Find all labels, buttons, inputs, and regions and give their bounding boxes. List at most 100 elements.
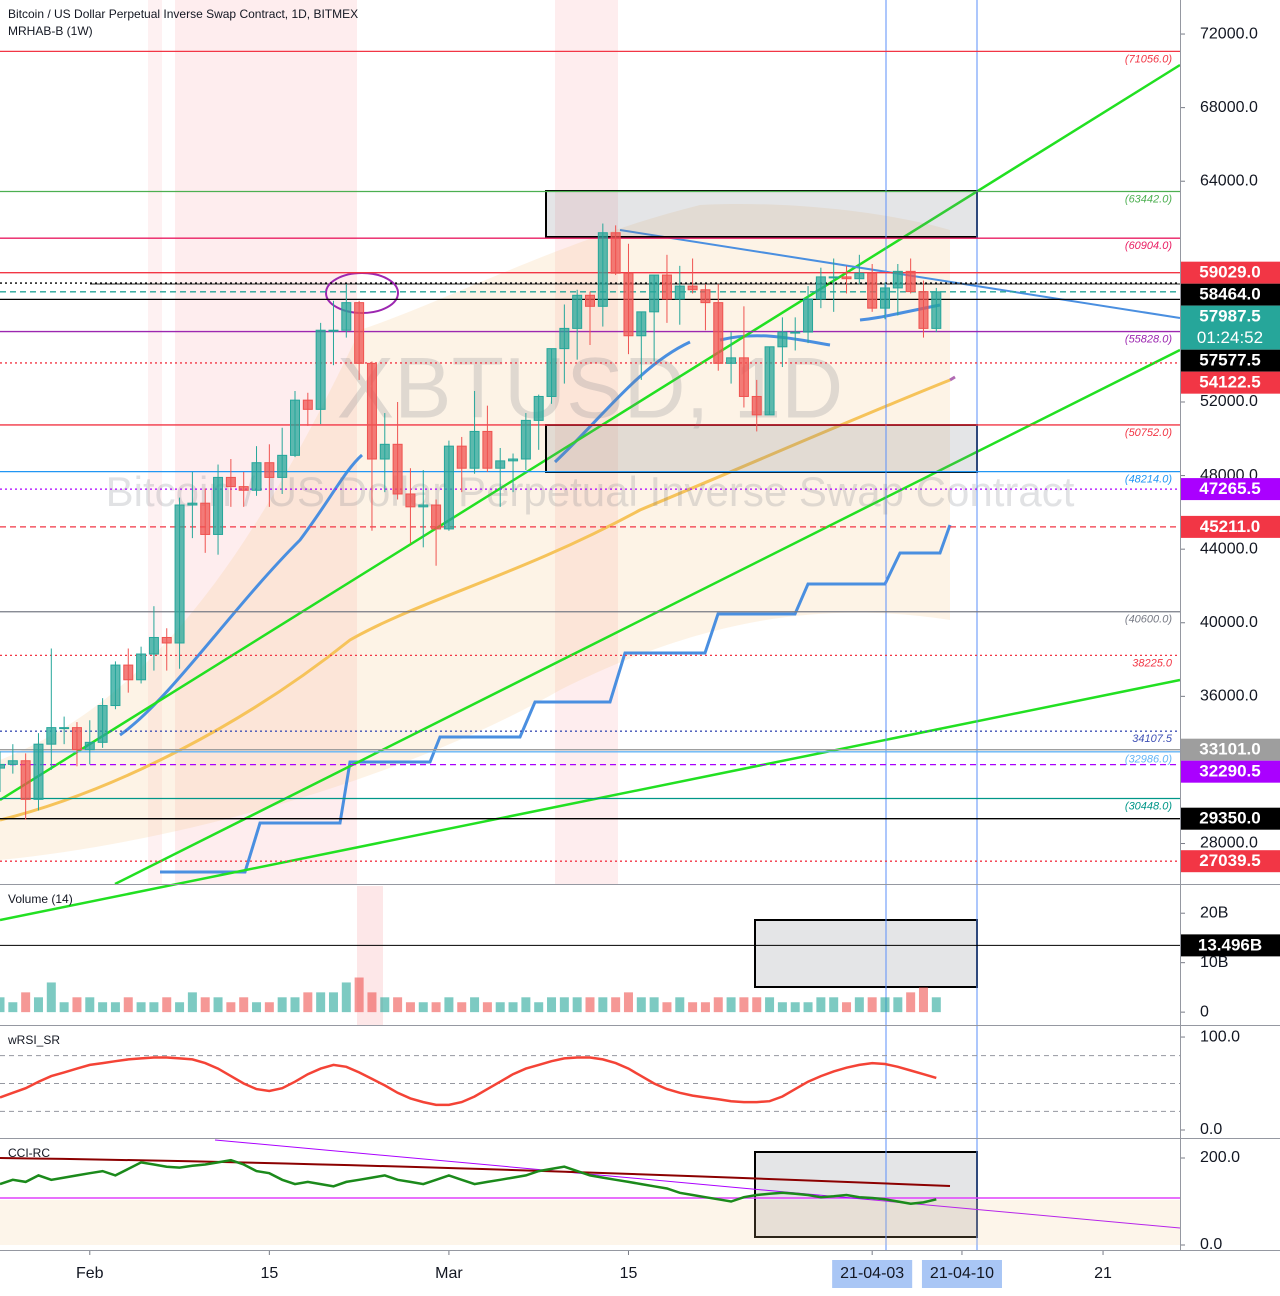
candle-body: [726, 357, 737, 364]
candle-body: [213, 476, 224, 535]
candle-body: [174, 504, 185, 644]
candle-body: [341, 302, 352, 331]
volume-bar: [700, 1002, 710, 1013]
price-tag: [1180, 738, 1280, 761]
candle-body: [700, 289, 711, 304]
candle-body: [302, 399, 313, 410]
volume-bar: [175, 1002, 185, 1013]
volume-bar: [521, 997, 531, 1013]
x-tick-label: 21-04-10: [930, 1265, 994, 1282]
candle-body: [751, 395, 762, 416]
volume-bar: [59, 1002, 69, 1013]
candle-body: [418, 504, 429, 508]
drawings: [0, 0, 1181, 1250]
volume-bar: [187, 992, 197, 1013]
candle-body: [315, 329, 326, 410]
candle-body: [649, 274, 660, 313]
candle-body: [674, 285, 685, 300]
volume-bar: [226, 1002, 236, 1013]
volume-bar: [8, 1002, 18, 1013]
volume-bar: [649, 997, 659, 1013]
volume-bar: [623, 992, 633, 1013]
y-tick-label: 44000.0: [1200, 540, 1258, 557]
x-tick-highlight: [832, 1260, 913, 1288]
price-tag-label: 27039.5: [1199, 851, 1260, 870]
level-label: 34107.5: [1132, 733, 1173, 745]
price-tag: [1180, 283, 1280, 306]
volume-bar: [393, 997, 403, 1013]
y-tick-label: 20B: [1200, 904, 1228, 921]
y-tick-label: 0.0: [1200, 1121, 1222, 1138]
y-tick-label: 0.0: [1200, 1236, 1222, 1253]
candle-body: [456, 445, 467, 469]
price-tag: [1180, 934, 1280, 957]
candle-body: [392, 443, 403, 495]
candle-body: [854, 272, 865, 280]
volume-bar: [816, 997, 826, 1013]
volume-bar: [739, 997, 749, 1013]
zone-box: [545, 190, 978, 238]
y-tick-label: 36000.0: [1200, 688, 1258, 705]
volume-bar: [136, 1002, 146, 1013]
candle-body: [623, 272, 634, 337]
candle-body: [110, 664, 121, 707]
level-label: (50752.0): [1125, 427, 1172, 439]
volume-bar: [367, 992, 377, 1013]
candle-body: [661, 274, 672, 300]
candle-body: [559, 327, 570, 350]
volume-bar: [906, 992, 916, 1013]
cci-band: [0, 1200, 1180, 1245]
candle-body: [610, 232, 621, 274]
signal-band: [148, 0, 162, 884]
indicator-line: [0, 1056, 937, 1107]
candle-body: [225, 476, 236, 488]
price-tag-label: 32290.5: [1199, 762, 1260, 781]
volume-bar: [277, 997, 287, 1013]
candle-body: [636, 311, 647, 337]
indicator-name: MRHAB-B (1W): [8, 24, 93, 38]
volume-bar: [752, 997, 762, 1013]
level-label: (71056.0): [1125, 53, 1172, 65]
x-tick-highlight: [921, 1260, 1002, 1288]
y-tick-label: 40000.0: [1200, 614, 1258, 631]
level-label: (55828.0): [1125, 333, 1172, 345]
volume-bar: [431, 1002, 441, 1013]
candle-body: [7, 760, 18, 765]
volume-bar: [598, 997, 608, 1013]
volume-bar: [713, 997, 723, 1013]
candle-body: [867, 272, 878, 309]
trend-average: [119, 303, 941, 737]
volume-bar: [547, 997, 557, 1013]
candle-body: [238, 486, 249, 491]
candle-body: [918, 291, 929, 329]
moving-average: [949, 375, 956, 382]
candle-body: [803, 298, 814, 333]
volume-bar: [264, 1002, 274, 1013]
candle-body: [136, 653, 147, 681]
candle-body: [187, 502, 198, 506]
volume-bar: [893, 997, 903, 1013]
trend-line: [0, 678, 1181, 922]
candle-body: [161, 636, 172, 644]
volume-bar: [918, 987, 928, 1013]
x-tick-label: 15: [260, 1265, 278, 1282]
slow-line: [0, 1157, 951, 1187]
volume-bar: [72, 997, 82, 1013]
price-tag-label: 54122.5: [1199, 373, 1260, 392]
volume-bar: [726, 997, 736, 1013]
candle-body: [123, 664, 134, 681]
volume-bar: [534, 1002, 544, 1013]
y-tick-label: 0: [1200, 1003, 1209, 1020]
price-tag: [1180, 305, 1280, 350]
candle-body: [482, 430, 493, 469]
volume-bar: [200, 997, 210, 1013]
level-label: (60904.0): [1125, 240, 1172, 252]
x-tick-label: Feb: [76, 1265, 104, 1282]
candle-body: [277, 454, 288, 478]
price-tag-label: 58464.0: [1199, 285, 1260, 304]
candle-body: [687, 285, 698, 291]
volume-bar: [252, 1002, 262, 1013]
